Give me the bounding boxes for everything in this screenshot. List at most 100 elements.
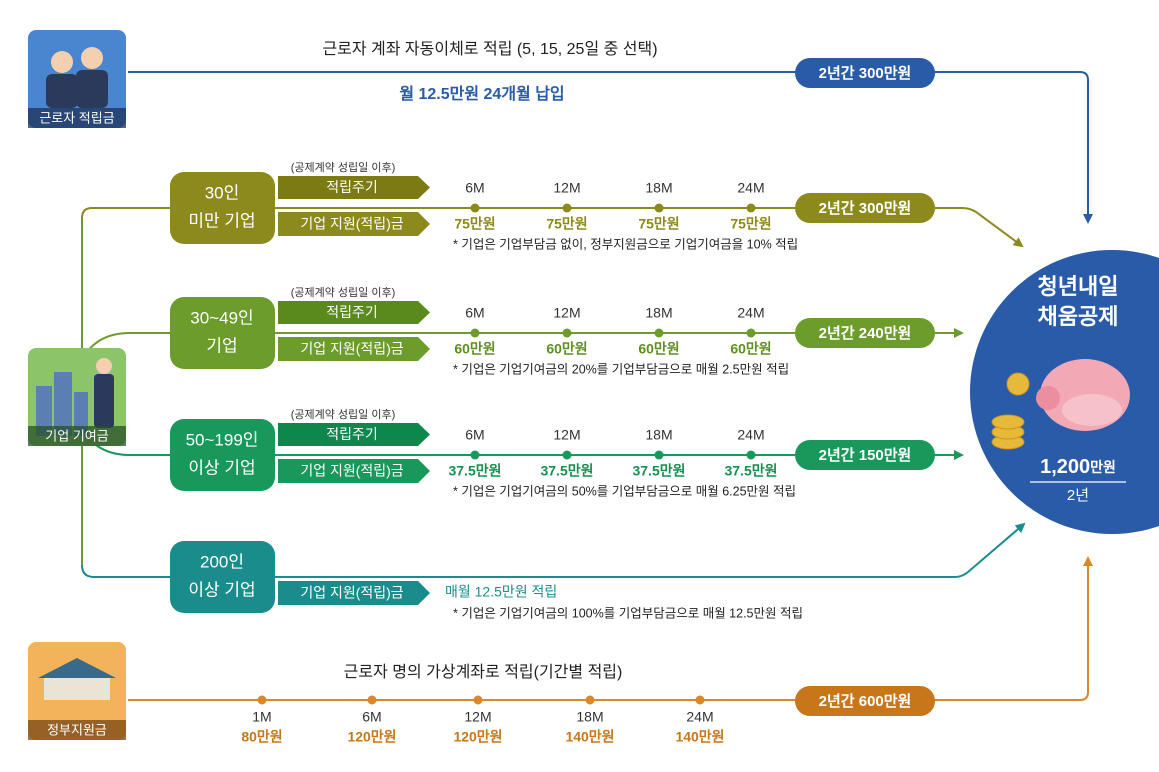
worker-label: 근로자 적립금 (39, 110, 114, 125)
person-body (46, 74, 78, 108)
period-amount: 75만원 (454, 216, 495, 232)
government-label-bg (28, 720, 126, 740)
period-point (746, 203, 756, 213)
period-label: 12M (553, 305, 580, 321)
tier-total-bg (795, 440, 935, 470)
tier-connector (81, 207, 170, 219)
person-head (51, 51, 73, 73)
tier-footnote: * 기업은 기업기여금의 20%를 기업부담금으로 매월 2.5만원 적립 (453, 362, 789, 376)
tier-total: 2년간 300만원 (819, 200, 912, 217)
period-point (654, 328, 664, 338)
period-label: 6M (465, 427, 484, 443)
tier-box (170, 172, 275, 244)
product-duration: 2년 (1067, 487, 1089, 504)
period-point (746, 450, 756, 460)
tier-support-label: 기업 지원(적립)금 (300, 216, 403, 232)
period-amount: 60만원 (454, 341, 495, 357)
period-point (695, 695, 705, 705)
tier-connector (81, 564, 170, 578)
period-amount: 120만원 (347, 729, 396, 745)
tier-total: 2년간 150만원 (819, 447, 912, 464)
building (74, 392, 88, 436)
coin (1006, 372, 1030, 396)
tier-note: (공제계약 성립일 이후) (291, 407, 396, 421)
palace (44, 676, 110, 700)
amount-unit: 만원 (1090, 459, 1116, 475)
product-title: 채움공제 (1038, 304, 1119, 329)
tier-support-label: 기업 지원(적립)금 (300, 585, 403, 601)
period-point (654, 450, 664, 460)
period-amount: 80만원 (241, 729, 282, 745)
tier-total-bg (795, 193, 935, 223)
tier-name: 30인 (205, 183, 240, 202)
period-label: 18M (645, 427, 672, 443)
period-amount: 60만원 (730, 341, 771, 357)
period-point (470, 328, 480, 338)
period-label: 12M (553, 427, 580, 443)
period-label: 12M (553, 180, 580, 196)
tier-name: 미만 기업 (188, 211, 255, 230)
tier-total: 2년간 240만원 (819, 325, 912, 342)
tier-flow (275, 522, 1026, 578)
pig-belly (1062, 394, 1122, 426)
period-point (585, 695, 595, 705)
period-label: 18M (645, 305, 672, 321)
tier-note: (공제계약 성립일 이후) (291, 285, 396, 299)
palace-roof (38, 658, 116, 678)
pig-snout (1036, 386, 1060, 410)
tier-name: 200인 (200, 552, 244, 571)
period-amount: 37.5만원 (724, 463, 777, 479)
period-point (257, 695, 267, 705)
worker-total-bg (795, 58, 935, 88)
tier-name: 이상 기업 (188, 458, 255, 477)
building (54, 372, 72, 436)
government-label: 정부지원금 (47, 722, 107, 737)
period-label: 12M (464, 709, 491, 725)
tier-monthly: 매월 12.5만원 적립 (445, 584, 557, 600)
period-amount: 60만원 (546, 341, 587, 357)
worker-label-bg (28, 108, 126, 128)
period-label: 6M (362, 709, 381, 725)
period-point (562, 328, 572, 338)
tier-total-bg (795, 318, 935, 348)
tier-footnote: * 기업은 기업기여금의 50%를 기업부담금으로 매월 6.25만원 적립 (453, 484, 796, 498)
tier-cycle-label-bg (278, 423, 430, 446)
period-point (470, 450, 480, 460)
worker-flow (128, 71, 1093, 224)
period-point (470, 203, 480, 213)
period-amount: 140만원 (675, 729, 724, 745)
period-point (746, 328, 756, 338)
person-body (94, 374, 114, 428)
product-title: 청년내일 (1038, 274, 1119, 299)
period-point (562, 450, 572, 460)
government-total: 2년간 600만원 (819, 693, 912, 710)
tier-support-label: 기업 지원(적립)금 (300, 463, 403, 479)
person-body (76, 70, 108, 108)
government-description: 근로자 명의 가상계좌로 적립(기간별 적립) (344, 663, 623, 681)
period-amount: 37.5만원 (632, 463, 685, 479)
tier-support-label-bg (278, 212, 430, 236)
government-total-bg (795, 686, 935, 716)
tier-box (170, 541, 275, 613)
tier-support-label-bg (278, 337, 430, 361)
period-point (367, 695, 377, 705)
coin (991, 414, 1025, 430)
government-flow (128, 556, 1093, 701)
company-label: 기업 기여금 (45, 428, 108, 443)
period-amount: 75만원 (730, 216, 771, 232)
period-point (654, 203, 664, 213)
tier-name: 기업 (206, 336, 237, 355)
tier-cycle-label: 적립주기 (326, 304, 378, 320)
period-amount: 75만원 (638, 216, 679, 232)
tier-name: 50~199인 (186, 430, 259, 449)
tier-cycle-label: 적립주기 (326, 179, 378, 195)
worker-monthly: 월 12.5만원 24개월 납입 (399, 84, 564, 103)
period-label: 6M (465, 305, 484, 321)
period-label: 24M (737, 180, 764, 196)
tier-note: (공제계약 성립일 이후) (291, 160, 396, 174)
period-label: 18M (645, 180, 672, 196)
period-label: 24M (737, 305, 764, 321)
tier-box (170, 419, 275, 491)
